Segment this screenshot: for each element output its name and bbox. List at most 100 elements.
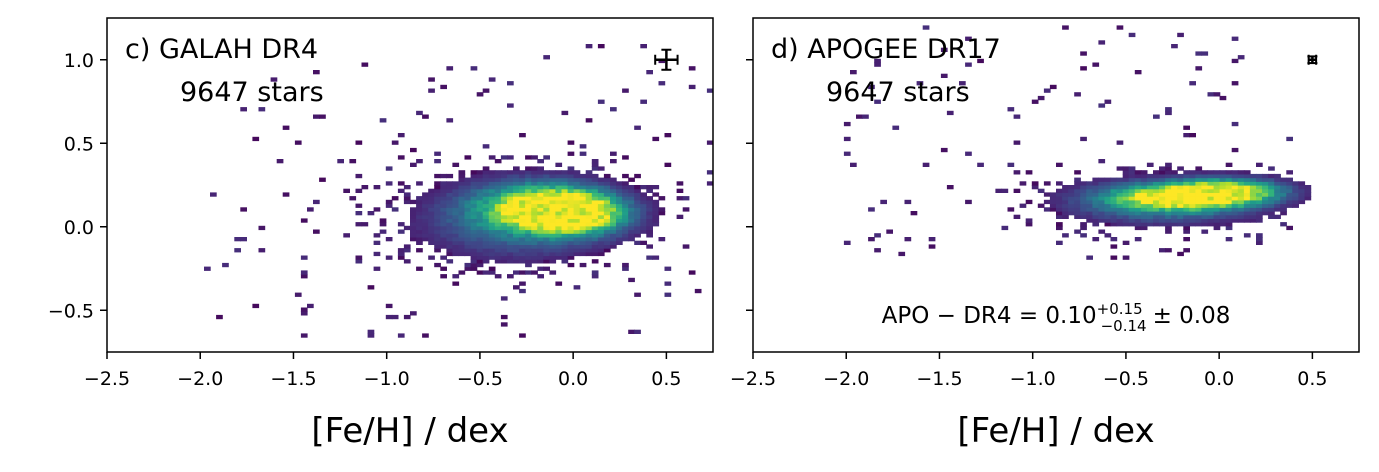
heatmap-cell — [1262, 185, 1269, 190]
heatmap-cell — [476, 225, 484, 231]
heatmap-cell — [482, 88, 490, 93]
heatmap-cell — [525, 237, 532, 242]
heatmap-cell — [567, 240, 575, 245]
heatmap-cell — [537, 233, 544, 238]
heatmap-cell — [567, 262, 575, 268]
x-tick-label: −1.5 — [270, 368, 316, 390]
heatmap-cell — [531, 166, 538, 171]
heatmap-cell — [531, 248, 538, 253]
heatmap-cell — [543, 155, 550, 160]
heatmap-cell — [1171, 207, 1178, 212]
heatmap-cell — [1074, 211, 1081, 216]
heatmap-cell — [549, 173, 557, 179]
heatmap-cell — [446, 237, 454, 242]
heatmap-cell — [379, 229, 387, 234]
heatmap-cell — [446, 185, 454, 190]
heatmap-cell — [1249, 207, 1257, 212]
heatmap-cell — [1056, 222, 1063, 227]
heatmap-cell — [1195, 199, 1203, 205]
heatmap-cell — [494, 203, 502, 208]
heatmap-cell — [1128, 222, 1136, 227]
heatmap-cell — [416, 199, 423, 205]
heatmap-cell — [458, 185, 466, 190]
heatmap-cell — [1049, 84, 1057, 90]
heatmap-cell — [1298, 188, 1306, 193]
heatmap-cell — [1013, 114, 1021, 119]
heatmap-cell — [561, 218, 569, 223]
heatmap-cell — [1195, 166, 1203, 171]
heatmap-cell — [531, 251, 538, 257]
heatmap-cell — [1189, 185, 1196, 190]
heatmap-cell — [567, 229, 575, 234]
heatmap-cell — [440, 196, 447, 201]
heatmap-cell — [294, 140, 302, 145]
heatmap-cell — [1068, 196, 1075, 201]
heatmap-cell — [1177, 166, 1184, 171]
heatmap-cell — [1128, 188, 1136, 193]
heatmap-cell — [543, 203, 550, 208]
heatmap-cell — [507, 222, 514, 227]
heatmap-cell — [1110, 203, 1118, 208]
heatmap-cell — [622, 262, 629, 268]
heatmap-cell — [1080, 199, 1087, 205]
heatmap-cell — [434, 196, 441, 201]
heatmap-cell — [434, 181, 441, 186]
heatmap-cell — [440, 266, 447, 271]
heatmap-cell — [1110, 218, 1118, 223]
heatmap-cell — [1049, 199, 1057, 205]
heatmap-cell — [1080, 222, 1087, 227]
heatmap-cell — [1092, 199, 1100, 205]
heatmap-cell — [422, 203, 429, 208]
heatmap-cell — [1256, 181, 1263, 186]
heatmap-cell — [1165, 110, 1172, 116]
annotation-prefix: APO − DR4 = 0.10 — [882, 303, 1097, 329]
heatmap-cell — [646, 229, 653, 234]
heatmap-cell — [446, 251, 454, 257]
heatmap-cell — [555, 233, 563, 238]
heatmap-cell — [482, 196, 490, 201]
heatmap-cell — [525, 188, 532, 193]
heatmap-cell — [440, 233, 447, 238]
heatmap-cell — [1122, 218, 1130, 223]
heatmap-cell — [1134, 199, 1142, 205]
heatmap-cell — [1086, 214, 1093, 219]
panel-galah-dr4: −2.5 −2.0 −1.5 −1.0 −0.5 0.0 0.5 −0.50.00.51.0… — [48, 17, 714, 451]
heatmap-cell — [640, 196, 647, 201]
heatmap-cell — [543, 211, 550, 216]
heatmap-cell — [1140, 199, 1148, 205]
heatmap-cell — [591, 211, 599, 216]
heatmap-cell — [1249, 211, 1257, 216]
heatmap-cell — [603, 199, 611, 205]
heatmap-cell — [646, 199, 653, 205]
heatmap-cell — [555, 225, 563, 231]
heatmap-cell — [646, 188, 653, 193]
heatmap-cell — [585, 196, 593, 201]
heatmap-cell — [1134, 192, 1142, 197]
heatmap-cell — [1062, 25, 1069, 30]
heatmap-cell — [488, 270, 496, 275]
heatmap-cell — [422, 233, 429, 238]
heatmap-cell — [537, 240, 544, 245]
heatmap-cell — [1231, 58, 1239, 64]
x-tick-label: 0.5 — [651, 368, 681, 390]
heatmap-cell — [1116, 203, 1124, 208]
heatmap-cell — [561, 244, 569, 249]
heatmap-cell — [397, 133, 405, 138]
heatmap-cell — [579, 214, 587, 219]
heatmap-cell — [1165, 181, 1172, 186]
heatmap-cell — [1165, 214, 1172, 219]
heatmap-cell — [579, 225, 587, 231]
heatmap-cell — [282, 192, 290, 197]
heatmap-cell — [640, 218, 647, 223]
heatmap-cell — [452, 162, 460, 167]
heatmap-cell — [555, 185, 563, 190]
heatmap-cell — [434, 244, 441, 249]
heatmap-cell — [597, 214, 605, 219]
heatmap-cell — [1056, 240, 1063, 245]
heatmap-cell — [470, 233, 478, 238]
heatmap-cell — [1122, 173, 1130, 179]
heatmap-cell — [525, 181, 532, 186]
heatmap-cell — [537, 185, 544, 190]
heatmap-cell — [585, 177, 593, 182]
heatmap-cell — [555, 255, 563, 260]
